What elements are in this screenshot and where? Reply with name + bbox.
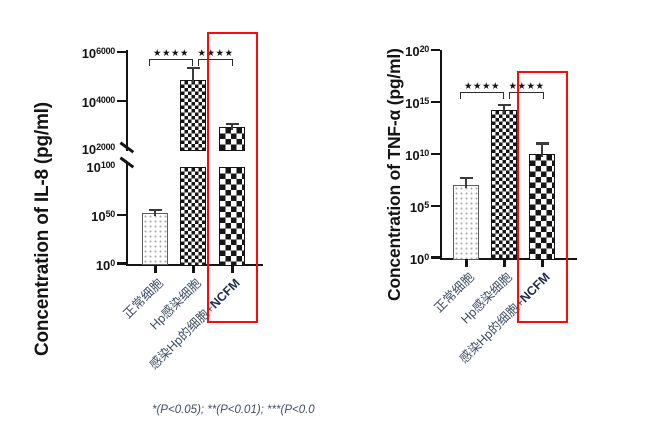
- x-tick: [230, 264, 234, 273]
- y-tick-label: 105: [409, 200, 429, 216]
- y-axis-line: [439, 50, 443, 259]
- x-tick: [540, 258, 544, 267]
- bar-upper-segment: [180, 79, 206, 151]
- bar-upper-segment: [219, 127, 245, 151]
- error-bar-cap: [186, 66, 200, 69]
- significance-bracket: [149, 59, 193, 66]
- bar-lower-segment: [219, 167, 245, 266]
- y-tick: [117, 50, 126, 54]
- y-axis-line: [125, 162, 129, 265]
- error-bar-cap: [225, 123, 239, 126]
- y-tick: [431, 152, 440, 156]
- bar: [491, 110, 517, 260]
- y-tick: [431, 100, 440, 104]
- error-bar-cap: [148, 208, 162, 212]
- y-tick-label: 104000: [81, 95, 116, 111]
- x-tick: [502, 258, 506, 267]
- y-axis-line: [125, 50, 129, 151]
- highlight-box: [517, 71, 568, 323]
- bar-lower-segment: [180, 167, 206, 266]
- highlight-box: [206, 32, 258, 323]
- error-bar-stem: [192, 67, 194, 83]
- bar: [529, 153, 555, 260]
- y-tick-label: 102000: [81, 142, 116, 158]
- error-bar-stem: [503, 104, 505, 114]
- significance-bracket: [509, 92, 544, 99]
- y-tick-label: 100: [95, 257, 115, 273]
- y-tick-label: 1020: [405, 44, 429, 60]
- bar: [453, 184, 479, 260]
- bar: [142, 212, 168, 266]
- significance-stars: ★★★★: [463, 81, 501, 92]
- y-tick-label: 1015: [405, 96, 429, 112]
- significance-footnote: *(P<0.05); **(P<0.01); ***(P<0.0: [152, 404, 315, 416]
- significance-stars: ★★★★: [197, 48, 234, 59]
- significance-bracket: [460, 92, 504, 99]
- y-tick: [431, 48, 440, 52]
- significance-stars: ★★★★: [508, 81, 545, 92]
- x-tick: [464, 258, 468, 267]
- error-bar-cap: [459, 176, 473, 179]
- x-tick: [191, 264, 195, 273]
- error-bar-stem: [465, 177, 467, 188]
- y-tick-label: 10100: [86, 160, 115, 176]
- y-tick: [117, 99, 126, 103]
- y-tick: [431, 256, 440, 259]
- error-bar-stem: [231, 124, 233, 131]
- error-bar-cap: [497, 103, 511, 107]
- error-bar-cap: [535, 142, 549, 145]
- y-tick-label: 1010: [405, 148, 429, 164]
- error-bar-stem: [541, 143, 543, 157]
- y-tick-label: 100: [409, 251, 429, 267]
- y-tick: [117, 262, 126, 265]
- significance-bracket: [198, 59, 233, 66]
- y-tick: [117, 213, 126, 217]
- error-bar-stem: [154, 209, 156, 216]
- y-tick-label: 1050: [91, 209, 115, 225]
- y-tick: [431, 204, 440, 208]
- significance-stars: ★★★★: [152, 48, 190, 59]
- y-tick-label: 106000: [81, 46, 116, 62]
- x-tick: [153, 264, 157, 273]
